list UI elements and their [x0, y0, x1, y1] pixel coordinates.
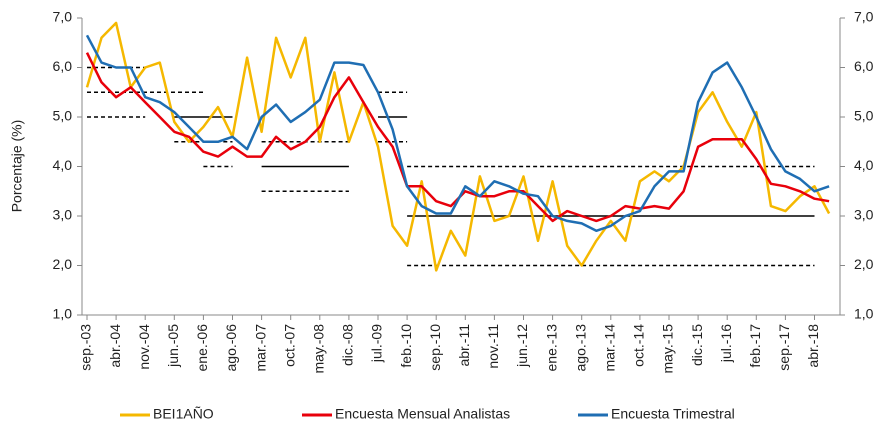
- x-tick-label: ene.-13: [543, 324, 559, 372]
- x-tick-label: abr.-18: [805, 324, 821, 368]
- x-tick-label: jun.-05: [165, 324, 181, 368]
- x-tick-label: jul.-09: [369, 324, 385, 363]
- legend-label: Encuesta Trimestral: [611, 406, 735, 422]
- y-axis-title: Porcentaje (%): [9, 120, 25, 213]
- x-tick-label: abr.-11: [456, 324, 472, 367]
- y-tick-label: 2,0: [53, 256, 73, 272]
- x-tick-label: may.-15: [660, 324, 676, 374]
- x-tick-label: feb.-17: [747, 324, 763, 368]
- x-tick-label: may.-08: [311, 324, 327, 374]
- x-tick-label: sep.-03: [78, 324, 94, 371]
- x-tick-label: dic.-15: [689, 324, 705, 366]
- y-tick-label: 1,0: [53, 306, 73, 322]
- y-tick-label: 5,0: [53, 108, 73, 124]
- legend-label: BEI1AÑO: [153, 406, 214, 422]
- x-tick-label: jul.-16: [718, 324, 734, 363]
- x-tick-label: sep.-10: [427, 324, 443, 371]
- x-tick-label: nov.-04: [136, 324, 152, 370]
- x-tick-label: mar.-14: [602, 324, 618, 372]
- x-tick-label: abr.-04: [107, 324, 123, 368]
- x-tick-label: feb.-10: [398, 324, 414, 368]
- y-tick-label: 6,0: [53, 58, 73, 74]
- y-tick-label: 4,0: [53, 157, 73, 173]
- y-tick-label: 3,0: [53, 207, 73, 223]
- y2-tick-label: 5,0: [854, 108, 874, 124]
- x-tick-label: sep.-17: [776, 324, 792, 371]
- x-tick-label: oct.-14: [631, 324, 647, 367]
- x-tick-label: oct.-07: [281, 324, 297, 367]
- y-tick-label: 7,0: [53, 9, 73, 25]
- y2-tick-label: 1,0: [854, 306, 874, 322]
- x-tick-label: nov.-11: [485, 324, 501, 369]
- x-tick-label: dic.-08: [340, 324, 356, 366]
- legend-label: Encuesta Mensual Analistas: [335, 406, 510, 422]
- x-tick-label: jun.-12: [514, 324, 530, 368]
- y2-tick-label: 3,0: [854, 207, 874, 223]
- series-line: [85, 21, 831, 272]
- y2-tick-label: 6,0: [854, 58, 874, 74]
- x-tick-label: ago.-13: [572, 324, 588, 372]
- y2-tick-label: 7,0: [854, 9, 874, 25]
- x-tick-label: ago.-06: [223, 324, 239, 372]
- x-tick-label: mar.-07: [252, 324, 268, 372]
- y2-tick-label: 4,0: [854, 157, 874, 173]
- series-line: [85, 34, 830, 233]
- x-tick-label: ene.-06: [194, 324, 210, 372]
- y2-tick-label: 2,0: [854, 256, 874, 272]
